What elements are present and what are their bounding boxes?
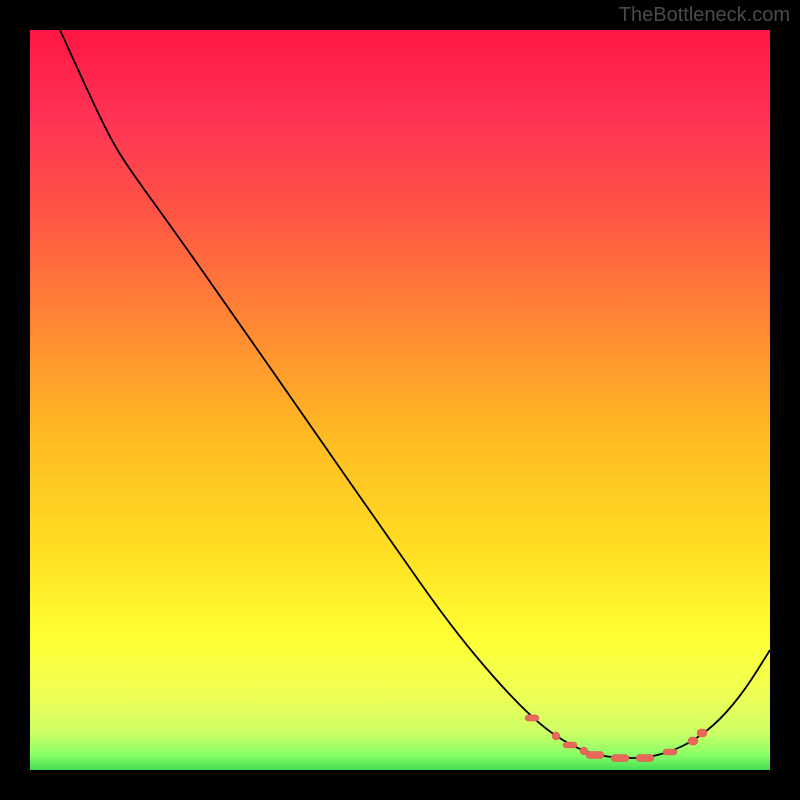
- chart-container: TheBottleneck.com: [0, 0, 800, 800]
- marker-dash: [586, 752, 604, 759]
- gradient-background: [30, 30, 770, 770]
- marker-dash: [611, 755, 629, 762]
- watermark-text: TheBottleneck.com: [619, 4, 790, 27]
- marker-dash: [688, 737, 698, 745]
- marker-dash: [697, 729, 707, 737]
- marker-dash: [636, 755, 654, 762]
- marker-dot: [552, 732, 560, 740]
- marker-dot: [580, 747, 588, 755]
- plot-area: [30, 30, 770, 770]
- marker-dash: [525, 715, 539, 721]
- chart-svg: [30, 30, 770, 770]
- marker-dash: [663, 749, 677, 755]
- marker-dash: [563, 742, 577, 748]
